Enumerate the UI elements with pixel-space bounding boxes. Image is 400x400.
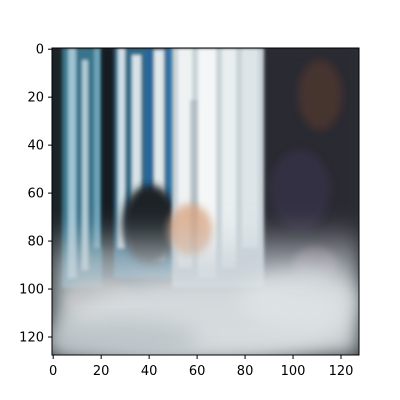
x-tick-label: 60 bbox=[189, 364, 206, 379]
x-tick-label: 0 bbox=[49, 364, 57, 379]
x-tick-label: 40 bbox=[141, 364, 158, 379]
y-tick-label: 40 bbox=[27, 139, 44, 154]
photo-image bbox=[52, 48, 359, 355]
y-tick-label: 20 bbox=[27, 91, 44, 106]
x-tick-label: 120 bbox=[329, 364, 354, 379]
axes-frame bbox=[51, 47, 360, 356]
y-tick-label: 100 bbox=[19, 283, 44, 298]
y-tick-label: 0 bbox=[36, 43, 44, 58]
y-axis: 0 20 40 60 80 100 120 bbox=[19, 43, 52, 346]
y-tick-label: 60 bbox=[27, 187, 44, 202]
x-tick-label: 20 bbox=[93, 364, 110, 379]
y-tick-label: 80 bbox=[27, 235, 44, 250]
x-tick-label: 80 bbox=[237, 364, 254, 379]
x-tick-label: 100 bbox=[281, 364, 306, 379]
x-axis: 0 20 40 60 80 100 120 bbox=[49, 355, 353, 379]
y-tick-label: 120 bbox=[19, 331, 44, 346]
